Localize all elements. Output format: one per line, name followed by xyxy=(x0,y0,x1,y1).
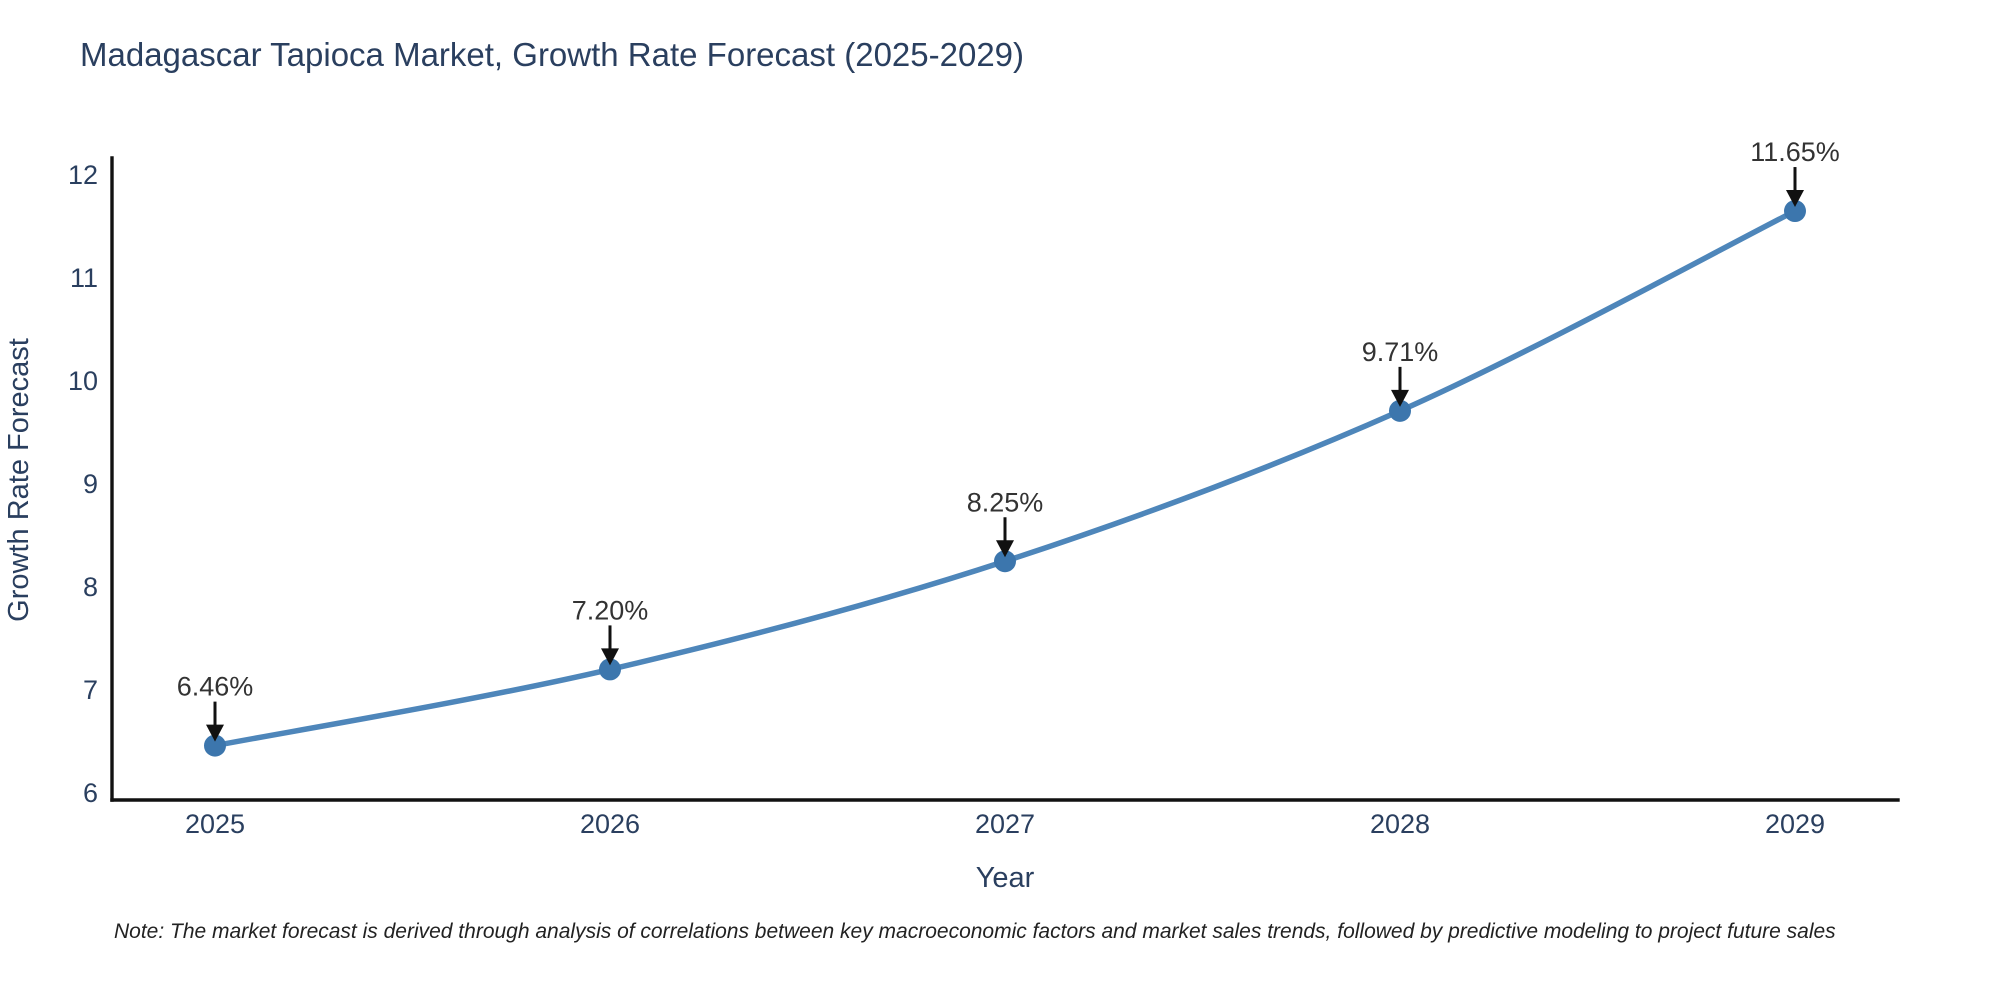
data-label: 8.25% xyxy=(967,487,1044,517)
data-point-2027 xyxy=(994,550,1016,573)
y-tick-label: 6 xyxy=(83,778,98,808)
data-label: 6.46% xyxy=(177,672,254,702)
x-tick-label: 2025 xyxy=(185,809,245,839)
annotation-2027: 8.25% xyxy=(967,487,1044,558)
data-label: 7.20% xyxy=(572,595,649,625)
footnote: Note: The market forecast is derived thr… xyxy=(114,920,1836,943)
x-tick-label: 2029 xyxy=(1765,809,1825,839)
data-label: 9.71% xyxy=(1362,337,1439,367)
growth-rate-line xyxy=(212,208,1798,749)
chart-title: Madagascar Tapioca Market, Growth Rate F… xyxy=(80,36,1025,73)
y-axis-title: Growth Rate Forecast xyxy=(3,338,35,622)
data-point-2025 xyxy=(204,734,226,757)
annotation-arrowhead xyxy=(1391,389,1409,407)
data-label: 11.65% xyxy=(1750,137,1840,167)
annotation-arrowhead xyxy=(601,648,619,666)
y-tick-label: 9 xyxy=(83,469,98,499)
x-tick-label: 2026 xyxy=(580,809,640,839)
annotation-2026: 7.20% xyxy=(572,595,649,666)
x-tick-label: 2028 xyxy=(1370,809,1430,839)
y-tick-label: 7 xyxy=(83,675,98,705)
data-point-2026 xyxy=(599,658,621,681)
y-tick-label: 8 xyxy=(83,572,98,602)
data-point-2028 xyxy=(1389,399,1411,422)
annotation-2029: 11.65% xyxy=(1750,137,1840,208)
y-tick-label: 11 xyxy=(70,263,98,293)
x-tick-label: 2027 xyxy=(975,809,1035,839)
annotation-2028: 9.71% xyxy=(1362,337,1439,407)
annotation-arrowhead xyxy=(996,540,1014,558)
annotation-2025: 6.46% xyxy=(177,672,254,742)
annotation-arrowhead xyxy=(206,724,224,742)
x-axis-title: Year xyxy=(976,862,1035,894)
data-point-2029 xyxy=(1784,200,1806,223)
y-tick-label: 10 xyxy=(68,366,98,396)
y-tick-label: 12 xyxy=(68,160,98,190)
annotation-arrowhead xyxy=(1786,190,1804,208)
